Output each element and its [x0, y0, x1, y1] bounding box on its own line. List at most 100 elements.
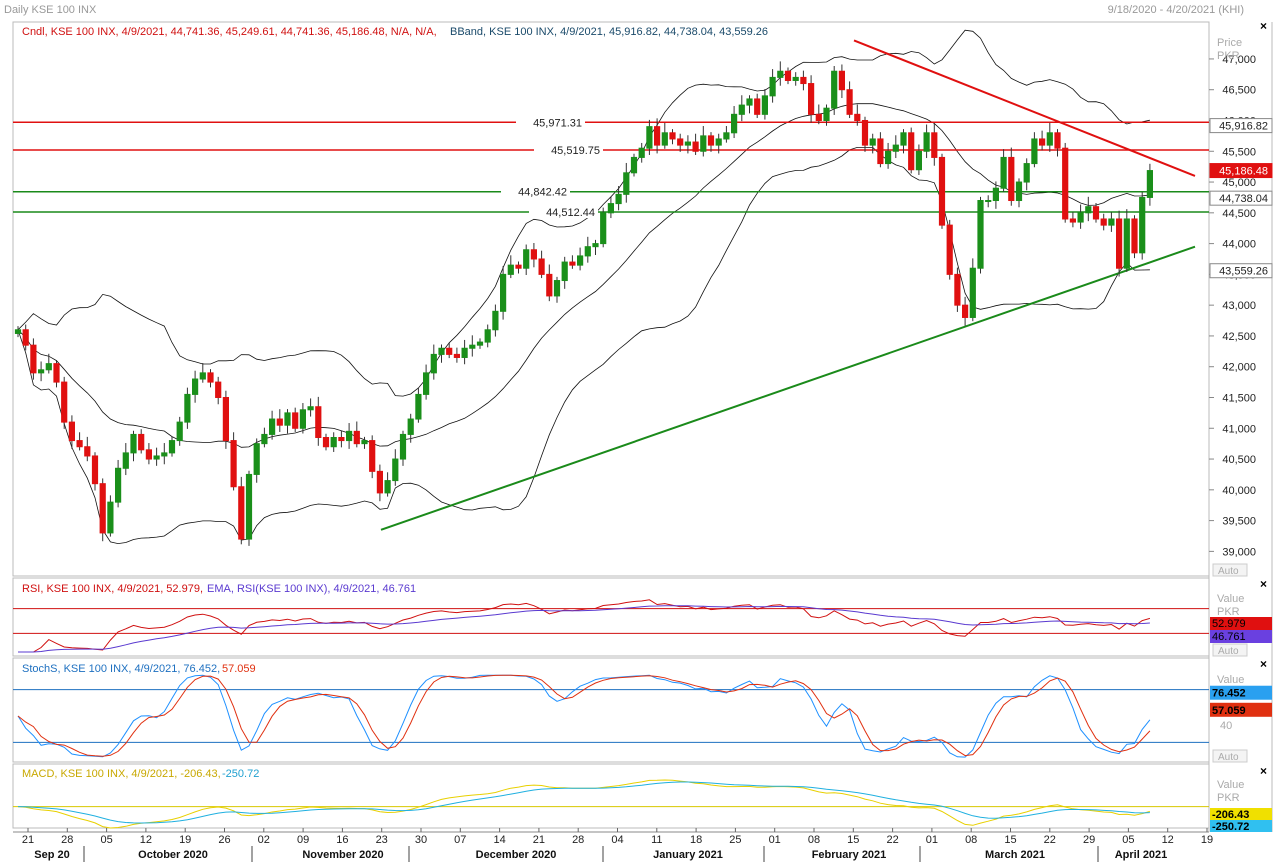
candlesticks — [14, 61, 1154, 546]
candle-body — [723, 132, 730, 140]
macd-close-icon[interactable]: × — [1260, 764, 1267, 778]
stoch-close-icon[interactable]: × — [1260, 657, 1267, 671]
rsi-value-tag — [1210, 630, 1272, 643]
candle-body — [261, 433, 268, 445]
date-tick-label: 01 — [769, 834, 781, 846]
date-tick-label: 05 — [100, 834, 112, 846]
price-tick-label: 47,000 — [1222, 54, 1256, 66]
candle-body — [931, 132, 938, 158]
candle-body — [992, 187, 999, 202]
candle-body — [245, 473, 253, 540]
candle-body — [230, 440, 237, 488]
candle-body — [507, 264, 514, 275]
candle-body — [207, 372, 214, 383]
month-label: Sep 20 — [34, 849, 69, 861]
candle-body — [777, 70, 784, 78]
candle-body — [692, 141, 699, 152]
rsi-close-icon[interactable]: × — [1260, 577, 1267, 591]
candle-body — [361, 440, 368, 445]
candle-body — [846, 89, 853, 115]
price-tag-box — [1209, 190, 1273, 206]
candle-body — [838, 70, 845, 91]
level-label-bg — [534, 142, 603, 157]
price-tick-label: 42,500 — [1222, 331, 1256, 343]
price-axis-title: Price — [1217, 37, 1242, 49]
candle-body — [538, 258, 545, 275]
candle-body — [869, 138, 876, 146]
macd-legend: MACD, KSE 100 INX, 4/9/2021, -206.43, — [22, 768, 221, 780]
price-tick-label: 40,500 — [1222, 454, 1256, 466]
date-tick-label: 19 — [1201, 834, 1213, 846]
candle-body — [1116, 218, 1123, 269]
candle-body — [969, 267, 976, 318]
candle-body — [68, 421, 76, 442]
candle-body — [392, 458, 399, 482]
candle-body — [1100, 218, 1107, 226]
date-range: 9/18/2020 - 4/20/2021 (KHI) — [1107, 4, 1244, 16]
svg-text:Auto: Auto — [1218, 752, 1239, 763]
candle-body — [654, 126, 661, 146]
rsi-auto-scale-button[interactable]: Auto — [1212, 643, 1248, 657]
candle-body — [707, 135, 715, 146]
candle-body — [962, 304, 969, 318]
price-tick-label: 39,500 — [1222, 516, 1256, 528]
candle-body — [769, 76, 776, 97]
candle-body — [800, 76, 807, 85]
date-tick-label: 28 — [61, 834, 73, 846]
candle-body — [376, 470, 383, 494]
candle-body — [53, 363, 60, 383]
candle-body — [592, 243, 599, 248]
candle-body — [831, 70, 838, 109]
date-tick-label: 21 — [22, 834, 34, 846]
candle-body — [184, 393, 191, 423]
candle-body — [1046, 132, 1053, 146]
candle-body — [646, 126, 653, 149]
stoch-d-line — [17, 674, 1151, 757]
candle-body — [600, 212, 607, 245]
candle-body — [138, 433, 145, 451]
candle-body — [607, 203, 614, 214]
candle-body — [1139, 196, 1146, 254]
candle-body — [153, 455, 160, 460]
candle-body — [14, 329, 22, 334]
month-label: November 2020 — [302, 849, 383, 861]
candle-body — [30, 344, 37, 374]
candle-body — [808, 83, 815, 115]
candle-body — [792, 76, 799, 81]
bollinger-bands — [17, 29, 1150, 545]
candle-body — [1008, 156, 1015, 202]
candle-body — [269, 418, 276, 435]
date-tick-label: 16 — [336, 834, 348, 846]
price-tick-label: 44,500 — [1222, 208, 1256, 220]
candle-body — [623, 172, 630, 195]
candle-body — [238, 486, 245, 540]
macd-value-label: -250.72 — [1212, 821, 1249, 833]
candle-legend: Cndl, KSE 100 INX, 4/9/2021, 44,741.36, … — [22, 26, 437, 38]
date-tick-label: 08 — [808, 834, 820, 846]
chart-title: Daily KSE 100 INX — [4, 4, 97, 16]
date-tick-label: 21 — [533, 834, 545, 846]
date-tick-label: 01 — [926, 834, 938, 846]
candle-body — [1092, 206, 1100, 220]
candle-body — [176, 421, 183, 442]
candle-body — [630, 156, 638, 174]
candle-body — [276, 418, 283, 426]
candle-body — [330, 437, 337, 448]
price-tags: 45,916.82 45,186.48 44,738.04 43,559.26 — [1209, 118, 1273, 279]
chart-title-bar — [0, 0, 1276, 22]
candle-body — [754, 98, 761, 115]
auto-scale-button[interactable]: Auto — [1212, 563, 1248, 577]
candle-body — [307, 406, 314, 411]
candle-body — [715, 138, 722, 146]
date-tick-label: 05 — [1122, 834, 1134, 846]
close-icon[interactable]: × — [1260, 19, 1267, 33]
candle-body — [61, 381, 68, 423]
candle-body — [584, 246, 591, 257]
stoch-auto-scale-button[interactable]: Auto — [1212, 749, 1248, 763]
month-label: April 2021 — [1115, 849, 1168, 861]
date-tick-label: 04 — [611, 834, 623, 846]
date-tick-label: 19 — [179, 834, 191, 846]
price-tag-box — [1209, 118, 1273, 134]
trendlines — [380, 39, 1196, 531]
